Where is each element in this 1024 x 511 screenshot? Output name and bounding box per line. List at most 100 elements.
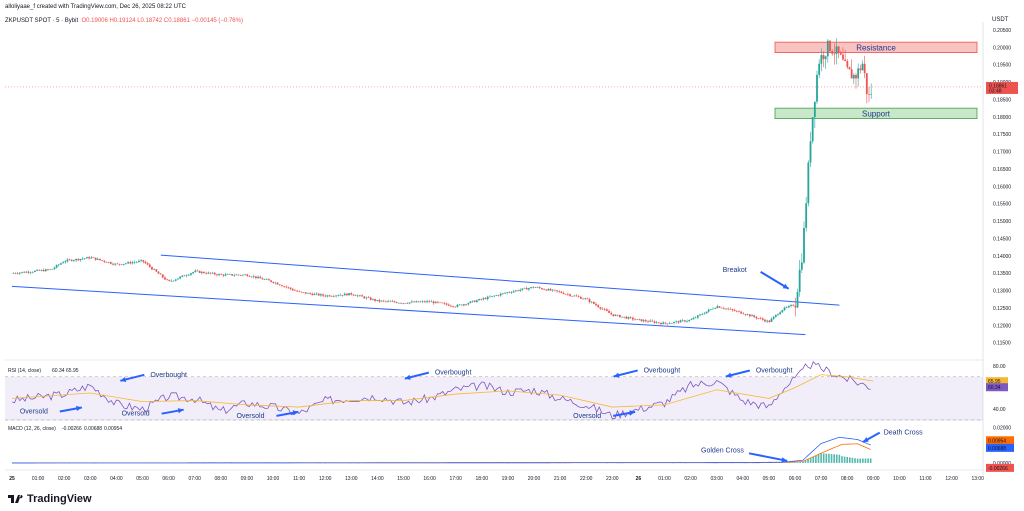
candle-body xyxy=(861,63,864,71)
candle-body xyxy=(449,305,452,307)
candle-body xyxy=(618,314,621,318)
candle-body xyxy=(47,269,49,270)
macd-hist-bar xyxy=(854,458,856,463)
candle-body xyxy=(94,257,97,260)
death-cross-arrow-head xyxy=(862,437,869,443)
candle-body xyxy=(677,321,680,323)
candle-body xyxy=(389,301,392,302)
time-tick-26: 02:00 xyxy=(684,476,697,482)
macd-badge-0 xyxy=(986,436,1014,445)
candle-body xyxy=(226,274,229,275)
candle-body xyxy=(40,269,43,271)
candle-body xyxy=(549,288,552,291)
candle-body xyxy=(153,269,156,270)
candle-body xyxy=(168,279,171,281)
candle-body xyxy=(798,269,801,293)
candle-body xyxy=(709,309,712,310)
candle-body xyxy=(443,303,446,304)
candle-body xyxy=(237,274,240,276)
candle-body xyxy=(341,294,344,296)
candle-body xyxy=(424,301,426,303)
candle-body xyxy=(599,307,602,309)
candle-body xyxy=(291,288,294,291)
candle-body xyxy=(114,263,117,265)
candle-body xyxy=(213,272,216,275)
candle-body xyxy=(787,305,790,308)
candle-body xyxy=(716,306,719,308)
candle-body xyxy=(432,301,435,304)
candle-body xyxy=(268,279,270,281)
overbought-arrow-7-head xyxy=(725,372,732,378)
time-tick-25: 01:00 xyxy=(658,476,671,482)
candle-body xyxy=(560,291,563,293)
candle-body xyxy=(729,309,732,310)
candle-body xyxy=(456,304,459,307)
candle-body xyxy=(131,262,134,264)
time-tick-5: 05:00 xyxy=(136,476,149,482)
candle-body xyxy=(257,276,259,278)
candle-body xyxy=(519,289,522,291)
candle-body xyxy=(744,314,747,315)
candle-body xyxy=(242,274,244,276)
resistance-zone-label: Resistance xyxy=(856,43,896,52)
candle-body xyxy=(640,319,643,322)
candle-body xyxy=(579,296,582,299)
candle-body xyxy=(354,295,357,296)
candle-body xyxy=(174,279,177,281)
candle-body xyxy=(406,303,409,304)
candle-body xyxy=(270,280,272,282)
time-tick-34: 10:00 xyxy=(893,476,906,482)
macd-hist-bar xyxy=(843,456,846,463)
candle-body xyxy=(196,270,199,272)
candle-body xyxy=(287,287,290,288)
macd-hist-bar xyxy=(851,457,854,463)
candle-body xyxy=(112,263,114,265)
candle-body xyxy=(545,289,548,291)
candle-body xyxy=(517,290,519,292)
candle-body xyxy=(64,261,67,263)
candle-body xyxy=(850,69,853,79)
candle-body xyxy=(307,292,309,294)
candle-body xyxy=(592,301,595,304)
candle-body xyxy=(655,322,658,323)
candle-body xyxy=(18,272,21,274)
candle-body xyxy=(205,273,208,274)
candle-body xyxy=(688,319,691,322)
macd-hist-bar xyxy=(862,458,864,463)
tradingview-icon xyxy=(8,495,23,504)
candle-body xyxy=(649,320,652,322)
candle-body xyxy=(679,320,682,323)
time-tick-15: 15:00 xyxy=(397,476,410,482)
macd-hist-bar xyxy=(804,460,807,463)
price-tick-12: 0.14500 xyxy=(993,236,1011,242)
candle-body xyxy=(627,317,630,319)
candle-body xyxy=(322,294,324,296)
price-tick-6: 0.17500 xyxy=(993,132,1011,138)
time-tick-18: 18:00 xyxy=(476,476,489,482)
candle-body xyxy=(616,314,619,316)
candle-body xyxy=(187,274,190,276)
time-tick-22: 22:00 xyxy=(580,476,593,482)
macd-hist-bar xyxy=(817,454,820,463)
macd-tick-0: 0.02000 xyxy=(993,426,1011,432)
candle-body xyxy=(25,271,28,273)
candle-body xyxy=(855,74,857,79)
time-tick-37: 13:00 xyxy=(971,476,984,482)
currency-label: USDT xyxy=(992,17,1009,23)
candle-body xyxy=(218,274,221,276)
candle-body xyxy=(276,282,279,285)
candle-body xyxy=(536,287,539,288)
time-tick-29: 05:00 xyxy=(763,476,776,482)
candle-body xyxy=(564,294,567,295)
macd-hist-bar xyxy=(841,456,843,463)
macd-hist-bar xyxy=(788,462,791,463)
candle-body xyxy=(694,317,697,319)
candle-body xyxy=(534,287,537,288)
time-tick-32: 08:00 xyxy=(841,476,854,482)
candle-body xyxy=(73,260,75,261)
price-tick-1: 0.20000 xyxy=(993,45,1011,51)
candle-body xyxy=(486,296,489,300)
candle-body xyxy=(551,289,554,291)
candle-body xyxy=(447,304,450,306)
candle-body xyxy=(190,273,192,275)
